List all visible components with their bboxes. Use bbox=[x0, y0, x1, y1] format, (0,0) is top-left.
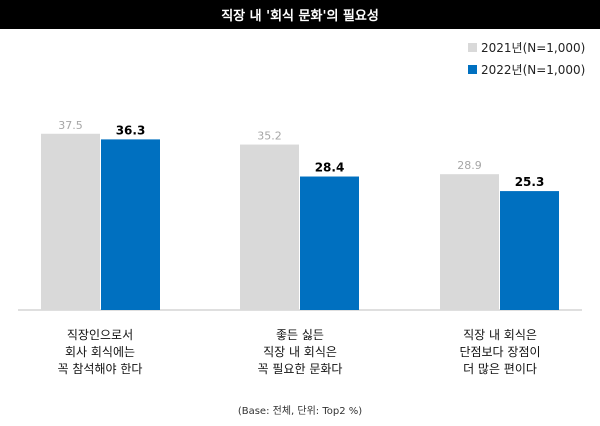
data-label-2022-cat2: 28.4 bbox=[315, 161, 345, 175]
bar-2021-cat3 bbox=[440, 174, 499, 310]
category-label-1-line-1: 직장인으로서 bbox=[66, 328, 134, 342]
legend-label-2021: 2021년(N=1,000) bbox=[481, 40, 586, 55]
category-label-1-line-3: 꼭 참석해야 한다 bbox=[57, 362, 143, 376]
data-label-2021-cat1: 37.5 bbox=[58, 119, 83, 132]
category-label-3: 직장 내 회식은 단점보다 장점이 더 많은 편이다 bbox=[410, 327, 590, 378]
chart-title: 직장 내 '회식 문화'의 필요성 bbox=[0, 0, 600, 29]
category-label-2: 좋든 싫든 직장 내 회식은 꼭 필요한 문화다 bbox=[210, 327, 390, 378]
legend-swatch-2021 bbox=[468, 42, 477, 52]
bar-2021-cat1 bbox=[41, 133, 100, 310]
bar-2021-cat2 bbox=[240, 144, 299, 310]
data-label-2021-cat2: 35.2 bbox=[257, 130, 282, 143]
category-label-2-line-1: 좋든 싫든 bbox=[276, 328, 324, 342]
bar-2022-cat2 bbox=[300, 176, 359, 310]
legend-label-2022: 2022년(N=1,000) bbox=[481, 62, 586, 77]
category-label-1-line-2: 회사 회식에는 bbox=[64, 345, 136, 359]
data-label-2022-cat1: 36.3 bbox=[116, 123, 146, 137]
bar-2022-cat1 bbox=[101, 139, 160, 310]
category-label-2-line-2: 직장 내 회식은 bbox=[263, 345, 337, 359]
base-note: (Base: 전체, 단위: Top2 %) bbox=[237, 406, 363, 417]
category-label-1: 직장인으로서 회사 회식에는 꼭 참석해야 한다 bbox=[10, 327, 190, 378]
legend-swatch-2022 bbox=[468, 64, 477, 74]
data-label-2021-cat3: 28.9 bbox=[457, 159, 482, 172]
category-label-3-line-2: 단점보다 장점이 bbox=[459, 345, 541, 359]
category-label-2-line-3: 꼭 필요한 문화다 bbox=[257, 362, 343, 376]
data-label-2022-cat3: 25.3 bbox=[515, 175, 545, 189]
legend: 2021년(N=1,000) 2022년(N=1,000) bbox=[468, 39, 585, 83]
bars-group: 37.5 36.3 35.2 28.4 28.9 25.3 bbox=[41, 119, 559, 310]
legend-item-2022: 2022년(N=1,000) bbox=[468, 61, 585, 77]
bar-2022-cat3 bbox=[500, 191, 559, 310]
legend-item-2021: 2021년(N=1,000) bbox=[468, 39, 585, 55]
bar-chart: 37.5 36.3 35.2 28.4 28.9 25.3 bbox=[18, 119, 582, 311]
category-label-3-line-1: 직장 내 회식은 bbox=[463, 328, 537, 342]
category-label-3-line-3: 더 많은 편이다 bbox=[463, 362, 537, 376]
